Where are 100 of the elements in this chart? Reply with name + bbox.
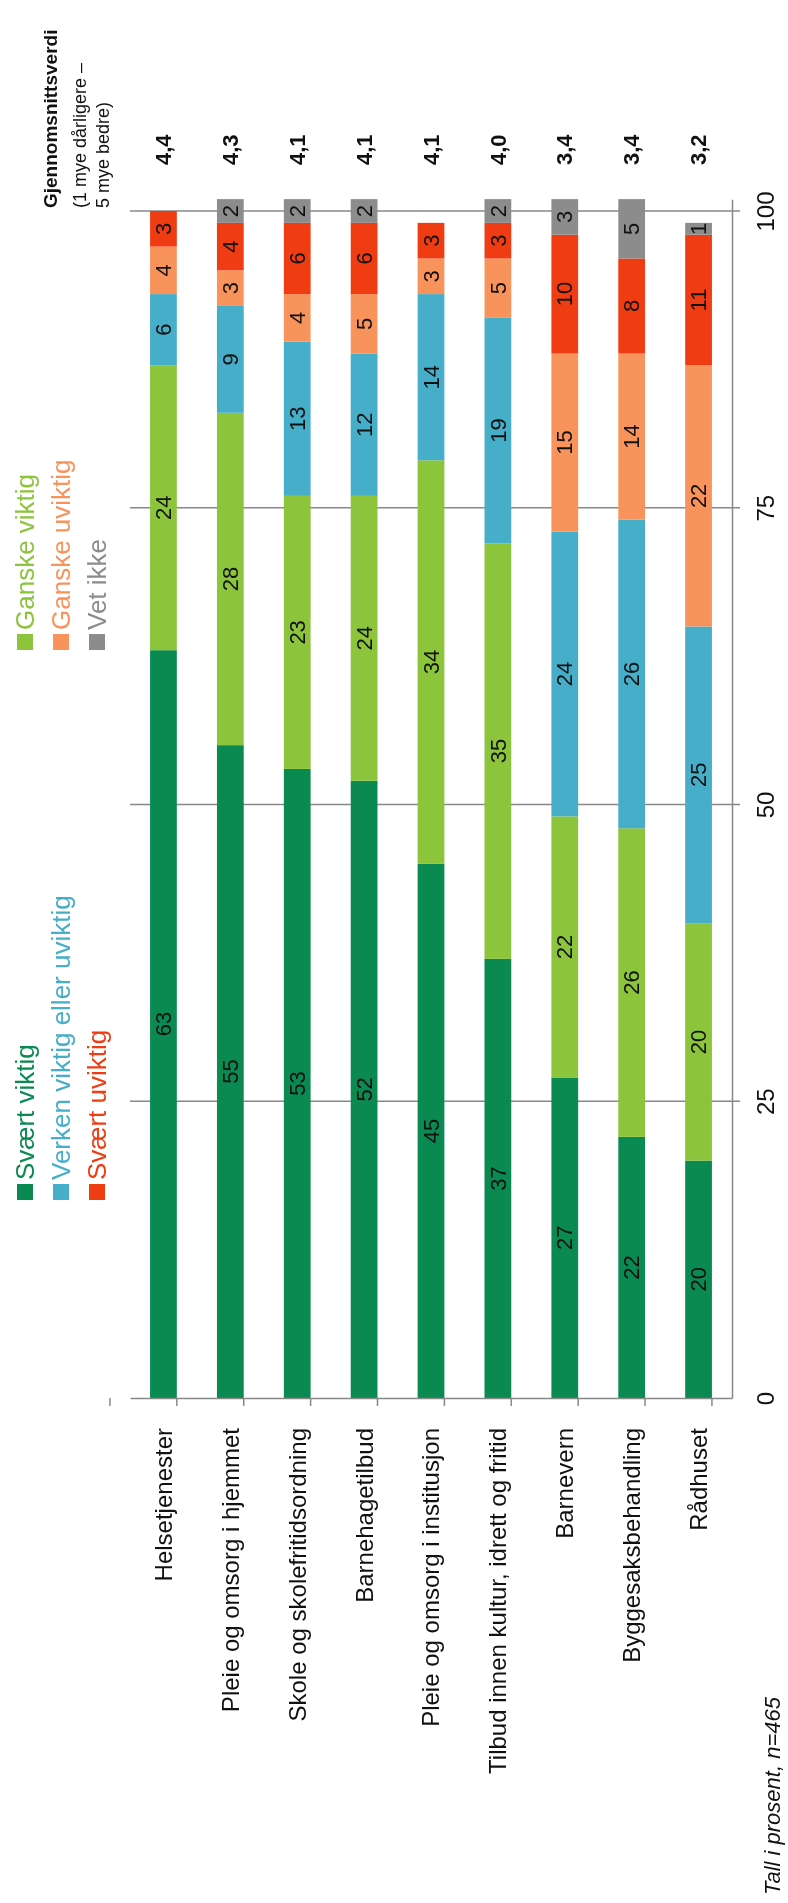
- bar: [484, 258, 512, 318]
- bar: [283, 222, 311, 295]
- data-label: 20: [686, 1267, 712, 1292]
- text: 4,4: [151, 133, 177, 165]
- data-label: 9: [218, 353, 244, 366]
- bar: [685, 1160, 712, 1398]
- data-label: 6: [351, 252, 377, 265]
- data-label: 14: [619, 424, 645, 449]
- data-label: 3: [151, 222, 177, 235]
- text: 4,1: [351, 134, 377, 165]
- x-tick-label: Pleie og omsorg i institusjon: [417, 1428, 445, 1727]
- text: Svært viktig: [10, 1044, 41, 1180]
- data-label: 3: [418, 270, 444, 283]
- data-label: 11: [686, 288, 712, 312]
- bar: [350, 353, 378, 496]
- bar: [618, 258, 646, 354]
- data-label: 6: [284, 252, 310, 265]
- data-label: 34: [418, 649, 444, 675]
- bar: [551, 1077, 579, 1398]
- data-label: 19: [485, 418, 511, 443]
- bar: [216, 305, 244, 413]
- data-label: 3: [552, 210, 578, 224]
- data-label: 20: [686, 1029, 712, 1055]
- data-label: 4: [284, 311, 310, 324]
- x-tick-label: Barnehagetilbud: [350, 1428, 378, 1603]
- y-tick-label: 100: [752, 191, 780, 232]
- data-label: 1: [686, 222, 712, 235]
- bar: [150, 246, 177, 295]
- bar: [417, 294, 445, 461]
- data-label: 45: [418, 1118, 444, 1144]
- bar: [417, 863, 445, 1398]
- data-label: 63: [151, 1011, 177, 1037]
- bar: [150, 211, 177, 247]
- bar: [150, 294, 177, 366]
- bar: [551, 816, 579, 1078]
- data-label: 14: [418, 364, 444, 390]
- bar: [283, 495, 311, 769]
- bar: [417, 460, 445, 864]
- text: 4,3: [218, 134, 244, 165]
- bar: [216, 270, 244, 306]
- text: 4,1: [284, 134, 310, 165]
- bar: [551, 234, 579, 354]
- bar: [216, 745, 244, 1398]
- data-label: 26: [619, 661, 645, 687]
- bar: [618, 519, 646, 829]
- data-label: 6: [151, 323, 177, 336]
- bar: [618, 828, 646, 1137]
- text: 3,4: [619, 133, 645, 165]
- x-tick-label: Byggesaksbehandling: [618, 1428, 646, 1663]
- bar: [484, 958, 512, 1398]
- x-tick-label: Tilbud innen kultur, idrett og fritid: [484, 1428, 512, 1774]
- data-label: 2: [351, 204, 377, 218]
- data-label: 12: [351, 412, 377, 437]
- text: Svært uviktig: [82, 1029, 113, 1180]
- x-tick-label: Pleie og omsorg i hjemmet: [216, 1427, 244, 1713]
- data-label: 5: [619, 222, 645, 235]
- x-tick-label: Rådhuset: [684, 1427, 712, 1531]
- text: Vet ikke: [82, 538, 113, 630]
- text: 4,1: [418, 134, 444, 165]
- data-label: 22: [619, 1255, 645, 1280]
- y-tick-label: 0: [752, 1391, 780, 1406]
- data-label: 15: [552, 430, 578, 455]
- x-tick-label: Helsetjenester: [149, 1428, 177, 1582]
- bar: [618, 1136, 646, 1398]
- bar: [618, 353, 646, 520]
- data-label: 24: [351, 626, 377, 651]
- text: Ganske uviktig: [46, 459, 77, 630]
- data-label: 52: [351, 1077, 377, 1102]
- data-label: 2: [485, 204, 511, 218]
- bar: [551, 353, 579, 532]
- bar: [216, 222, 244, 271]
- data-label: 24: [151, 495, 177, 520]
- text: Ganske viktig: [10, 473, 41, 630]
- bar: [685, 626, 712, 924]
- data-label: 35: [485, 738, 511, 764]
- data-label: 53: [284, 1071, 310, 1096]
- bar: [150, 650, 177, 1398]
- bar: [350, 495, 378, 781]
- text: Verken viktig eller uviktig: [46, 895, 77, 1180]
- data-label: 22: [686, 483, 712, 509]
- bar: [216, 412, 244, 746]
- data-label: 55: [218, 1059, 244, 1084]
- data-label: 4: [151, 264, 177, 277]
- text: 3,4: [552, 133, 578, 165]
- x-tick-label: Barnevern: [551, 1428, 579, 1539]
- text: 3,2: [686, 134, 712, 165]
- data-label: 2: [284, 204, 310, 218]
- bar: [484, 543, 512, 959]
- data-label: 13: [284, 406, 310, 431]
- data-label: 5: [485, 282, 511, 295]
- data-label: 28: [218, 566, 244, 592]
- x-tick-label: Skole og skolefritidsordning: [283, 1428, 311, 1722]
- text: Tall i prosent, n=465: [759, 1696, 785, 1895]
- bar: [350, 780, 378, 1398]
- data-label: 22: [552, 934, 578, 960]
- data-label: 3: [485, 234, 511, 247]
- data-label: 26: [619, 970, 645, 995]
- data-label: 23: [284, 620, 310, 645]
- bar: [551, 531, 579, 817]
- data-label: 24: [552, 661, 578, 687]
